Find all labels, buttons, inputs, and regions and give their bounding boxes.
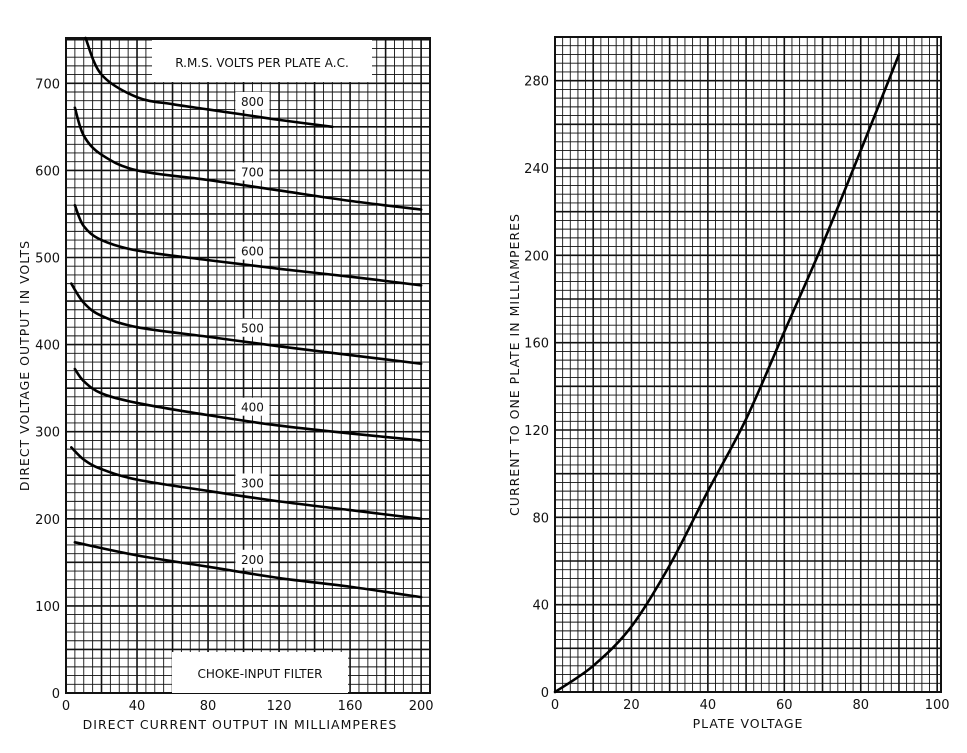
y-tick-label: 700: [35, 77, 60, 92]
series-label-bg: [235, 318, 270, 337]
x-tick-label: 60: [776, 698, 793, 713]
series-label-bg: [235, 162, 270, 181]
y-tick-label: 40: [532, 599, 549, 614]
x-tick-label: 100: [925, 698, 950, 713]
grid: [65, 38, 431, 694]
series-line-300: [70, 446, 423, 521]
y-tick-label: 240: [524, 162, 549, 177]
y-axis-label: CURRENT TO ONE PLATE IN MILLIAMPERES: [507, 213, 522, 516]
series-label: 300: [241, 476, 264, 490]
chart-title: R.M.S. VOLTS PER PLATE A.C.: [175, 56, 349, 70]
y-tick-label: 600: [35, 164, 60, 179]
x-tick-label: 40: [700, 698, 717, 713]
y-tick-label: 200: [524, 249, 549, 264]
plot-frame: [65, 37, 431, 694]
y-tick-label: 500: [35, 251, 60, 266]
y-tick-label: 160: [524, 337, 549, 352]
x-tick-label: 0: [551, 698, 559, 713]
title-box: [152, 40, 372, 82]
y-tick-label: 120: [524, 424, 549, 439]
x-tick-label: 20: [623, 698, 640, 713]
x-tick-label: 160: [338, 699, 363, 714]
x-axis-label: DIRECT CURRENT OUTPUT IN MILLIAMPERES: [83, 717, 398, 732]
y-tick-label: 100: [35, 600, 60, 615]
series-label-bg: [235, 91, 270, 110]
y-tick-label: 0: [541, 686, 549, 701]
series-line-200: [73, 541, 423, 599]
y-axis-label: DIRECT VOLTAGE OUTPUT IN VOLTS: [17, 240, 32, 491]
series-label: 800: [241, 95, 264, 109]
y-tick-label: 0: [52, 687, 60, 702]
series-label-bg: [235, 397, 270, 416]
series-line-600: [73, 203, 423, 287]
series-line-plate-current: [553, 53, 901, 694]
series-label: 600: [241, 245, 264, 259]
subtitle-box: [172, 652, 348, 693]
x-tick-label: 80: [200, 699, 217, 714]
y-tick-label: 80: [532, 511, 549, 526]
series-label-bg: [235, 241, 270, 260]
y-tick-label: 200: [35, 513, 60, 528]
series-label-bg: [235, 549, 270, 568]
series-line-800: [84, 36, 334, 129]
x-tick-label: 80: [852, 698, 869, 713]
x-tick-label: 40: [129, 699, 146, 714]
y-tick-label: 400: [35, 339, 60, 354]
x-axis-label: PLATE VOLTAGE: [693, 716, 804, 731]
series-line-700: [73, 106, 423, 211]
chart-subtitle: CHOKE-INPUT FILTER: [197, 667, 322, 681]
grid: [554, 36, 941, 693]
x-tick-label: 200: [409, 699, 434, 714]
y-tick-label: 280: [524, 75, 549, 90]
series-label: 500: [241, 322, 264, 336]
left-chart: 0 40 80 120 160 200 0 100 200 300 400 500 600 700 DIRE…: [17, 36, 434, 732]
series-label: 200: [241, 553, 264, 567]
series-label-bg: [235, 473, 270, 492]
series-label: 400: [241, 401, 264, 415]
series-label: 700: [241, 166, 264, 180]
x-tick-label: 120: [267, 699, 292, 714]
series-line-400: [73, 367, 423, 442]
plot-frame: [554, 36, 942, 693]
series-line-500: [70, 282, 423, 366]
y-tick-label: 300: [35, 426, 60, 441]
right-chart: 0 20 40 60 80 100 0 40 80 120 160 200 240 280 PLATE VO…: [507, 36, 950, 731]
x-tick-label: 0: [62, 699, 70, 714]
